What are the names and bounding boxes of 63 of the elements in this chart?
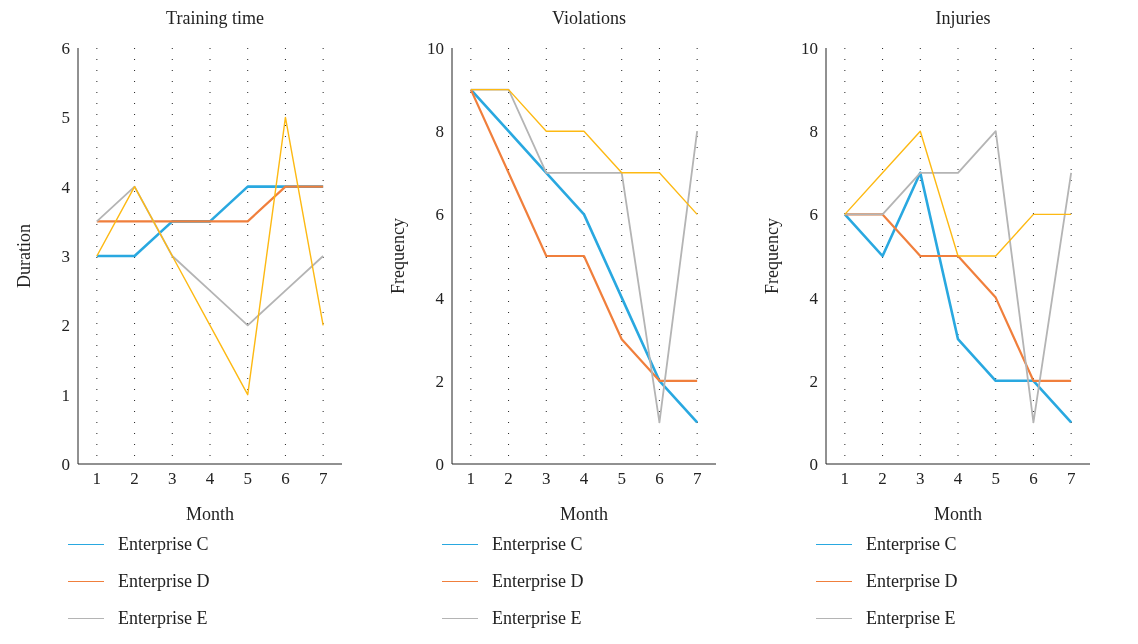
legend-label: Enterprise E	[118, 608, 208, 629]
y-tick-label: 6	[435, 205, 444, 225]
x-tick-label: 1	[92, 469, 102, 489]
x-tick-label: 2	[504, 469, 513, 489]
y-tick-label: 6	[61, 39, 70, 59]
x-tick-label: 7	[1066, 469, 1076, 489]
x-tick-label: 6	[655, 469, 664, 489]
x-tick-label: 4	[205, 469, 215, 489]
chart-title: Violations	[551, 8, 627, 30]
x-tick-label: 5	[617, 469, 626, 489]
legend-label: Enterprise E	[492, 608, 582, 629]
y-axis-title: Frequency	[388, 218, 409, 294]
line-series	[843, 213, 1073, 382]
y-tick-label: 0	[435, 455, 444, 475]
y-tick-label: 3	[61, 247, 70, 267]
x-tick-label: 4	[579, 469, 589, 489]
legend-label: Enterprise D	[492, 571, 584, 592]
x-tick-label: 5	[991, 469, 1000, 489]
y-tick-label: 6	[809, 205, 818, 225]
y-tick-label: 4	[61, 177, 71, 197]
legend-label: Enterprise C	[492, 534, 583, 555]
y-tick-label: 2	[809, 371, 818, 391]
line-series	[95, 185, 325, 327]
x-tick-label: 3	[542, 469, 551, 489]
x-tick-label: 1	[840, 469, 850, 489]
x-tick-label: 3	[168, 469, 177, 489]
legend-label: Enterprise D	[866, 571, 958, 592]
y-tick-label: 5	[61, 108, 70, 128]
x-tick-label: 1	[466, 469, 476, 489]
y-axis-title: Frequency	[762, 218, 783, 294]
x-tick-label: 3	[916, 469, 925, 489]
y-tick-label: 8	[435, 122, 444, 142]
chart-title: Injuries	[934, 8, 992, 30]
x-tick-label: 6	[1029, 469, 1038, 489]
y-tick-label: 0	[809, 455, 818, 475]
x-tick-label: 2	[130, 469, 139, 489]
x-tick-label: 7	[692, 469, 702, 489]
x-tick-label: 4	[953, 469, 963, 489]
y-tick-label: 10	[801, 39, 818, 59]
y-tick-label: 2	[61, 316, 70, 336]
y-tick-label: 4	[809, 288, 819, 308]
x-axis-title: Month	[185, 504, 235, 524]
x-axis-title: Month	[933, 504, 983, 524]
y-axis-title: Duration	[14, 224, 35, 288]
legend-label: Enterprise C	[118, 534, 209, 555]
x-tick-label: 2	[878, 469, 887, 489]
x-axis-title: Month	[559, 504, 609, 524]
y-tick-label: 0	[61, 455, 70, 475]
legend-label: Enterprise D	[118, 571, 210, 592]
y-tick-label: 1	[61, 385, 70, 405]
x-tick-label: 6	[281, 469, 290, 489]
chart-title: Training time	[165, 8, 265, 30]
y-tick-label: 10	[427, 39, 444, 59]
y-tick-label: 8	[809, 122, 818, 142]
legend-label: Enterprise C	[866, 534, 957, 555]
x-tick-label: 5	[243, 469, 252, 489]
legend-label: Enterprise E	[866, 608, 956, 629]
line-series	[96, 116, 324, 396]
line-series	[470, 88, 698, 216]
y-tick-label: 2	[435, 371, 444, 391]
line-series	[844, 130, 1072, 257]
y-tick-label: 4	[435, 288, 445, 308]
x-tick-label: 7	[318, 469, 328, 489]
